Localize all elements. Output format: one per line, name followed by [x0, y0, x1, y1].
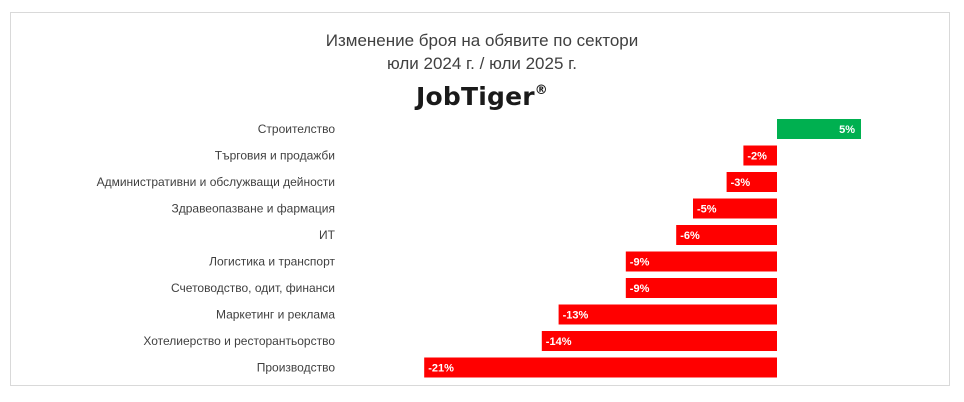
category-label: Маркетинг и реклама — [216, 308, 335, 322]
category-label: Административни и обслужващи дейности — [97, 175, 335, 189]
bar — [625, 251, 777, 272]
chart-title: Изменение броя на обявите по сектори — [325, 31, 639, 50]
category-label: Логистика и транспорт — [209, 255, 335, 269]
bar — [743, 145, 777, 166]
data-label: -2% — [747, 151, 767, 163]
registered-mark: ® — [534, 82, 548, 98]
bar — [726, 172, 777, 192]
chart-subtitle: юли 2024 г. / юли 2025 г. — [387, 54, 577, 73]
brand-logo: JobTiger® — [0, 82, 964, 111]
data-label: -9% — [630, 257, 650, 269]
bar — [424, 357, 777, 378]
data-label: 5% — [839, 124, 855, 136]
data-label: -6% — [680, 230, 700, 242]
bar — [676, 225, 777, 245]
data-label: -3% — [731, 177, 751, 189]
brand-name: JobTiger — [416, 82, 535, 111]
category-label: Строителство — [258, 122, 336, 136]
data-label: -14% — [546, 336, 572, 348]
category-label: Хотелиерство и ресторантьорство — [143, 334, 335, 348]
category-label: Производство — [257, 361, 336, 375]
bar — [693, 198, 777, 219]
category-label: Счетоводство, одит, финанси — [171, 281, 335, 295]
bar — [625, 278, 777, 298]
bar — [777, 119, 861, 139]
category-label: Здравеопазване и фармация — [171, 202, 335, 216]
data-label: -9% — [630, 283, 650, 295]
data-label: -21% — [428, 363, 454, 375]
chart-frame — [10, 12, 950, 386]
bar — [541, 331, 777, 351]
data-label: -13% — [563, 310, 589, 322]
data-label: -5% — [697, 204, 717, 216]
category-label: Търговия и продажби — [215, 149, 335, 163]
category-label: ИТ — [319, 228, 336, 242]
bar — [558, 304, 777, 325]
